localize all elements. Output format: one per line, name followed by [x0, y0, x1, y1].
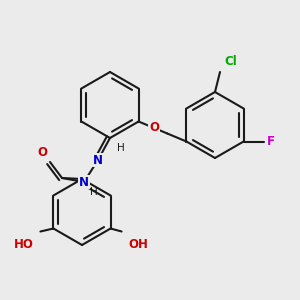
Text: OH: OH	[129, 238, 148, 250]
Text: HO: HO	[14, 238, 33, 250]
Text: O: O	[37, 146, 47, 159]
Text: Cl: Cl	[224, 55, 237, 68]
Text: H: H	[117, 143, 125, 153]
Text: O: O	[149, 122, 159, 134]
Text: F: F	[267, 135, 274, 148]
Text: N: N	[93, 154, 103, 166]
Text: H: H	[90, 187, 98, 197]
Text: N: N	[79, 176, 89, 188]
